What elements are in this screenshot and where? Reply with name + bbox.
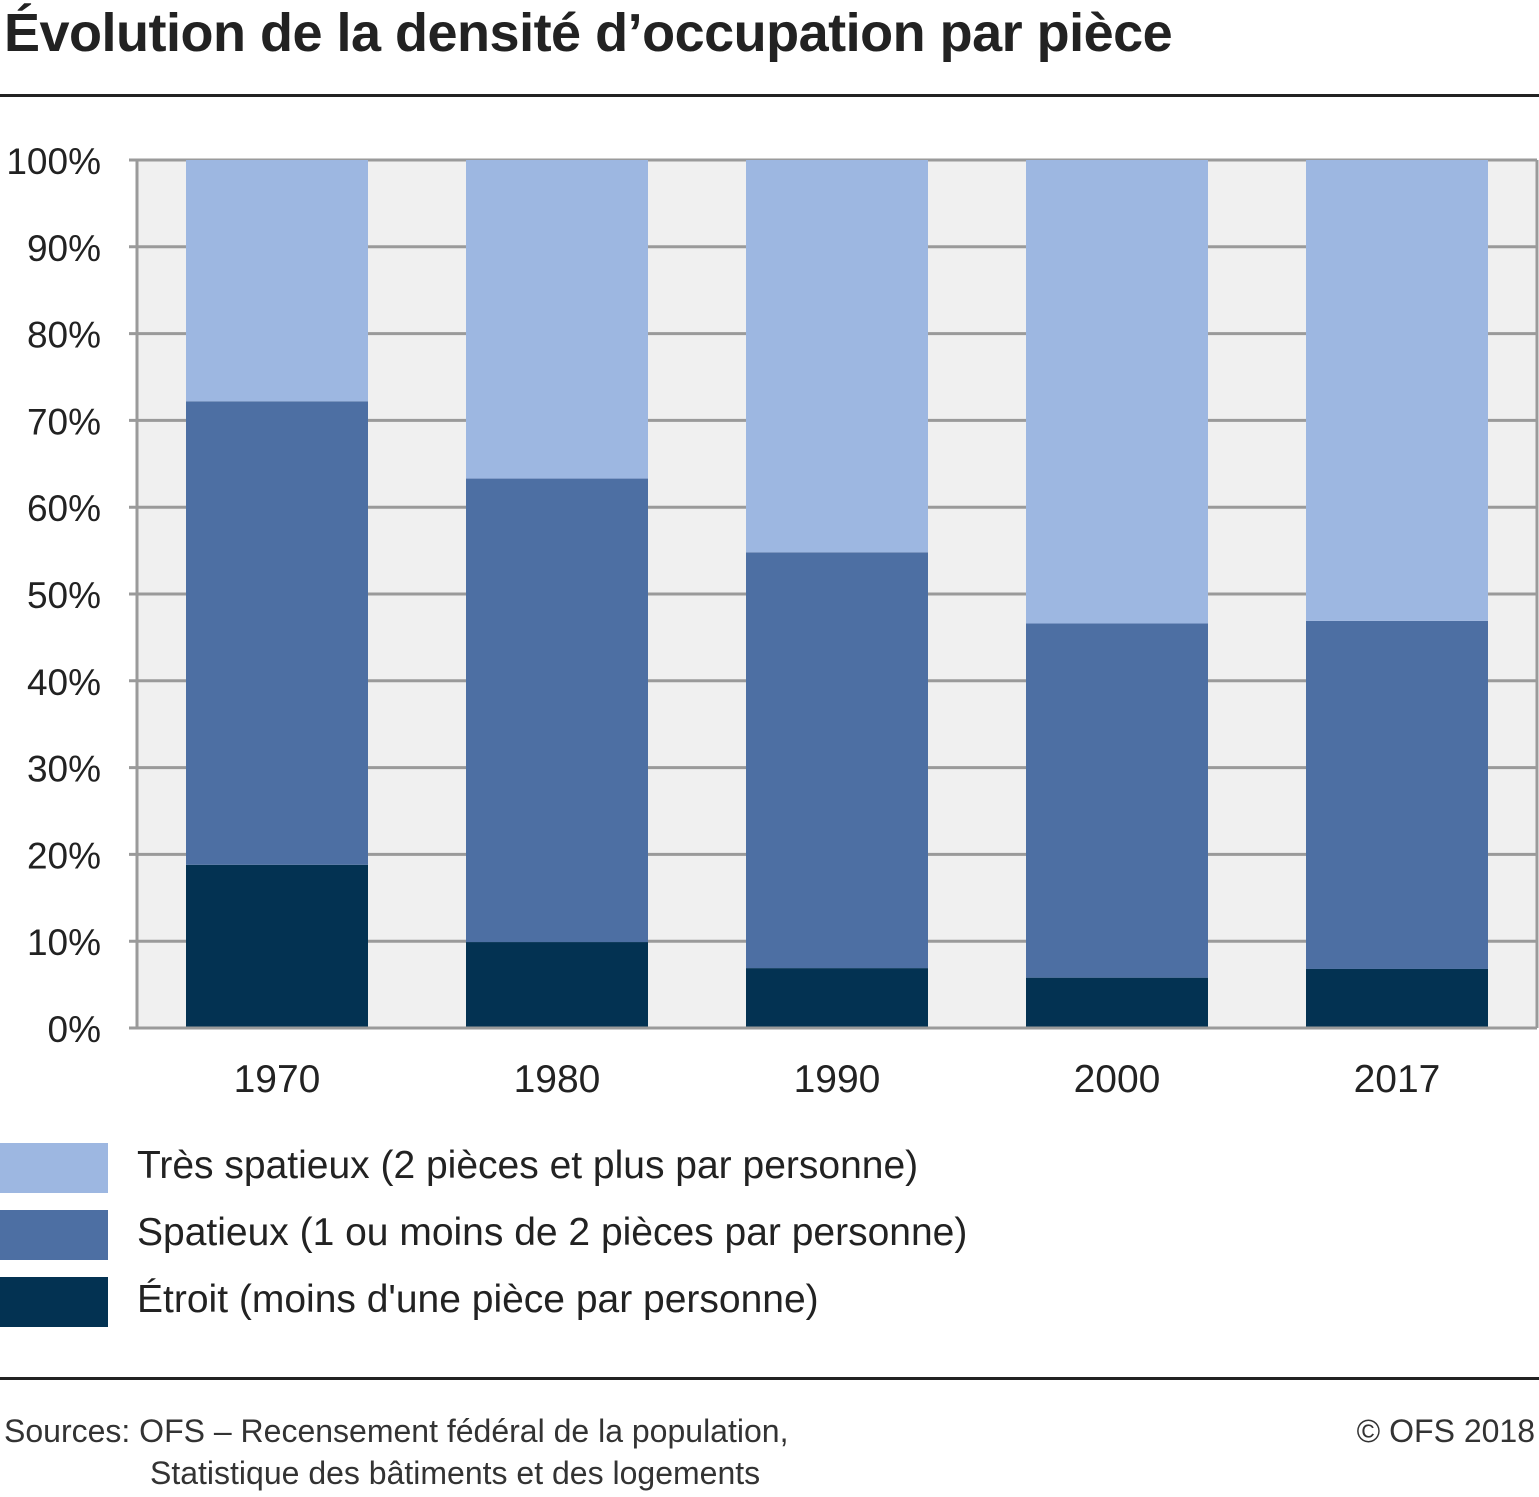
y-tick-label: 90% (27, 228, 101, 269)
legend-label-tres-spatieux: Très spatieux (2 pièces et plus par pers… (137, 1144, 919, 1187)
bar-segment (466, 942, 648, 1028)
legend-label-etroit: Étroit (moins d'une pièce par personne) (137, 1278, 819, 1321)
x-tick-label: 2017 (1354, 1058, 1441, 1101)
y-tick-label: 60% (27, 488, 101, 529)
chart-title: Évolution de la densité d’occupation par… (4, 3, 1173, 63)
legend-label-spatieux: Spatieux (1 ou moins de 2 pièces par per… (137, 1211, 968, 1254)
source-line-2: Statistique des bâtiments et des logemen… (150, 1455, 761, 1491)
bar-segment (746, 160, 928, 553)
bar-segment (746, 552, 928, 969)
y-tick-label: 50% (27, 575, 101, 616)
bar-segment (1306, 620, 1488, 969)
legend-swatch-tres-spatieux (0, 1143, 108, 1193)
bar-segment (466, 478, 648, 943)
x-tick-label: 1990 (794, 1058, 881, 1101)
x-tick-label: 1980 (514, 1058, 601, 1101)
y-tick-label: 100% (6, 141, 101, 182)
bar-segment (186, 401, 368, 865)
top-rule (0, 94, 1539, 97)
bar-segment (1026, 623, 1208, 978)
bar-segment (186, 160, 368, 402)
y-tick-label: 70% (27, 401, 101, 442)
y-tick-label: 0% (48, 1009, 101, 1050)
y-tick-label: 30% (27, 749, 101, 790)
copyright: © OFS 2018 (1356, 1413, 1535, 1449)
bar-segment (1026, 160, 1208, 624)
bottom-rule (0, 1377, 1539, 1380)
x-tick-label: 1970 (234, 1058, 321, 1101)
legend-swatch-spatieux (0, 1210, 108, 1260)
bar-segment (1306, 968, 1488, 1028)
stacked-bar-chart: 0% 10% 20% 30% 40% 50% 60% 70% 80% 90% 100% 1970 198… (6, 141, 1539, 1101)
source-line-1: Sources: OFS – Recensement fédéral de la… (4, 1413, 789, 1449)
y-tick-label: 80% (27, 315, 101, 356)
y-tick-label: 10% (27, 922, 101, 963)
bar-segment (1306, 160, 1488, 621)
bar-segment (186, 864, 368, 1028)
bar-segment (466, 160, 648, 479)
y-tick-label: 20% (27, 835, 101, 876)
legend-swatch-etroit (0, 1277, 108, 1327)
x-tick-label: 2000 (1074, 1058, 1161, 1101)
y-tick-label: 40% (27, 662, 101, 703)
bar-segment (1026, 977, 1208, 1028)
bar-segment (746, 968, 928, 1028)
source-note: Sources: OFS – Recensement fédéral de la… (4, 1410, 788, 1494)
